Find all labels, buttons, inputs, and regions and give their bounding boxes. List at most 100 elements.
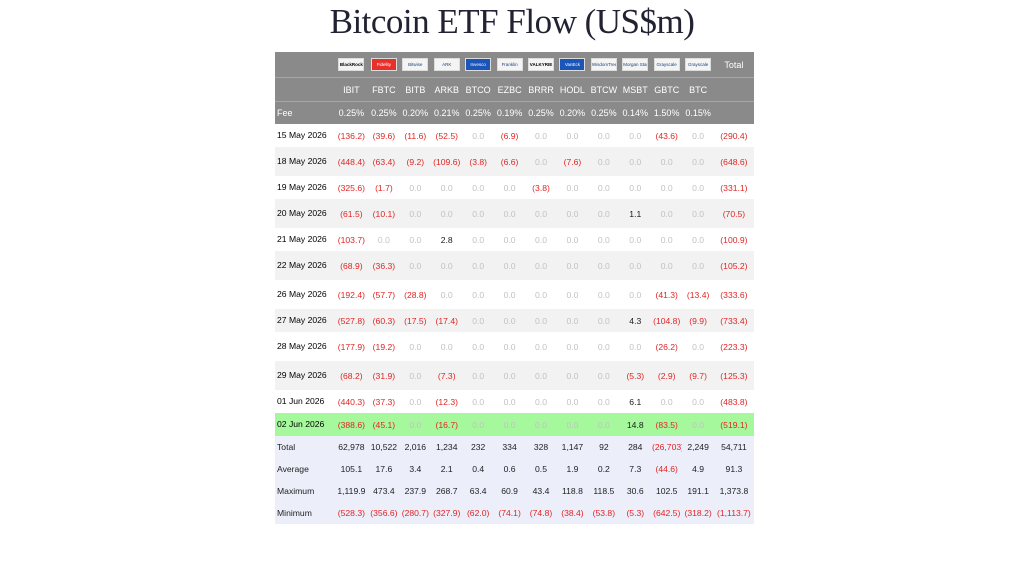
flow-value: 0.0 (525, 199, 557, 228)
row-total: (105.2) (713, 251, 754, 280)
flow-value: 0.0 (588, 413, 620, 436)
summary-row: Maximum 1,119.9 473.4 237.9 268.7 63.4 60.9 43.… (275, 480, 754, 502)
summary-value: 1,147 (556, 436, 589, 458)
flow-value: (136.2) (337, 130, 365, 141)
flow-value: 0.0 (692, 182, 705, 193)
flow-value: 0.0 (682, 251, 714, 280)
flow-value: 0.0 (629, 341, 642, 352)
flow-value: (103.7) (337, 234, 365, 245)
summary-value: (38.4) (556, 502, 589, 524)
flow-value: 0.0 (588, 251, 620, 280)
fee-value: 0.14% (619, 101, 651, 124)
flow-value: 0.0 (597, 182, 610, 193)
flow-value: (527.8) (334, 309, 369, 332)
issuer-logo: Franklin (496, 58, 523, 71)
ticker-header: BTCO (462, 77, 494, 102)
flow-value: 0.0 (588, 361, 620, 390)
flow-value: 0.0 (566, 182, 579, 193)
flow-value: (1.7) (375, 182, 393, 193)
summary-value: (5.3) (619, 502, 651, 524)
flow-value: 0.0 (525, 361, 557, 390)
issuer-logo: VanEck (559, 58, 586, 71)
row-date: 28 May 2026 (277, 341, 327, 351)
fee-label: Fee (275, 101, 335, 124)
summary-value: 2,249 (682, 436, 714, 458)
table-row: 18 May 2026 (448.4) (63.4) (9.2) (109.6) (3.8… (275, 147, 754, 176)
flow-value: 0.0 (440, 341, 453, 352)
summary-value: 232 (462, 436, 494, 458)
row-total: (100.9) (720, 234, 748, 245)
flow-value: 0.0 (556, 413, 589, 436)
fee-value: 0.20% (556, 101, 589, 124)
summary-value: 0.6 (493, 458, 526, 480)
flow-value: (11.6) (404, 130, 427, 141)
flow-value: (28.8) (404, 289, 427, 300)
summary-value: 30.6 (619, 480, 651, 502)
flow-value: (104.8) (650, 309, 683, 332)
flow-value: (36.3) (368, 251, 400, 280)
flow-value: 0.0 (566, 396, 579, 407)
row-date: 01 Jun 2026 (277, 396, 325, 406)
flow-value: (9.7) (682, 361, 714, 390)
summary-total: 1,373.8 (713, 480, 754, 502)
summary-value: 3.4 (399, 458, 432, 480)
flow-value: (68.9) (334, 251, 369, 280)
flow-value: 0.0 (535, 341, 547, 352)
summary-value: 10,522 (368, 436, 400, 458)
ticker-header: BTC (682, 77, 714, 102)
flow-value: 0.0 (472, 182, 485, 193)
flow-value: 0.0 (399, 361, 432, 390)
summary-value: 43.4 (525, 480, 557, 502)
summary-value: 237.9 (399, 480, 432, 502)
flow-value: (26.2) (655, 341, 678, 352)
summary-value: 62,978 (334, 436, 369, 458)
summary-value: 7.3 (619, 458, 651, 480)
row-total: (125.3) (713, 361, 754, 390)
flow-value: 0.0 (556, 199, 589, 228)
flow-value: 0.0 (588, 309, 620, 332)
row-date: 26 May 2026 (277, 289, 327, 299)
summary-total: 91.3 (713, 458, 754, 480)
issuer-logo-cell: Fidelity (368, 52, 400, 78)
issuer-logo: Bitwise (402, 58, 429, 71)
issuer-logo: VALKYRIE (528, 58, 554, 71)
summary-value: 473.4 (368, 480, 400, 502)
summary-value: 2,016 (399, 436, 432, 458)
table-row: 19 May 2026 (325.6) (1.7) 0.0 0.0 0.0 0.0 (3.8)… (275, 176, 754, 199)
summary-value: (528.3) (334, 502, 369, 524)
issuer-logo-cell: Grayscale (682, 52, 714, 78)
table-row: 22 May 2026 (68.9) (36.3) 0.0 0.0 0.0 0.0 0.0 0.… (275, 251, 754, 280)
flow-value: (41.3) (655, 289, 678, 300)
flow-value: (52.5) (435, 130, 458, 141)
flow-value: (13.4) (686, 289, 710, 300)
ticker-header: IBIT (334, 77, 369, 102)
summary-value: (280.7) (399, 502, 432, 524)
flow-value: 0.0 (566, 341, 579, 352)
flow-value: 0.0 (566, 289, 579, 300)
flow-value: 0.0 (692, 130, 705, 141)
summary-value: 118.8 (556, 480, 589, 502)
flow-value: 0.0 (409, 182, 422, 193)
fee-value: 0.19% (493, 101, 526, 124)
flow-value: 0.0 (629, 182, 642, 193)
summary-value: 284 (619, 436, 651, 458)
flow-value: (31.9) (368, 361, 400, 390)
issuer-logo-cell: ARK (431, 52, 463, 78)
row-total: (223.3) (720, 341, 748, 352)
header-blank-cell (713, 101, 754, 124)
flow-value: 0.0 (377, 234, 390, 245)
issuer-logo-cell: Grayscale (650, 52, 683, 78)
flow-value: 0.0 (472, 341, 485, 352)
etf-flow-table: BlackRock Fidelity Bitwise ARK Invesco Frankl… (275, 52, 754, 524)
flow-value: 0.0 (440, 289, 453, 300)
flow-value: 0.0 (409, 341, 422, 352)
flow-value: 0.0 (462, 251, 494, 280)
flow-value: 0.0 (399, 413, 432, 436)
summary-value: (62.0) (462, 502, 494, 524)
summary-value: 1,234 (431, 436, 463, 458)
flow-value: 0.0 (535, 289, 547, 300)
flow-value: 0.0 (588, 199, 620, 228)
flow-value: 0.0 (566, 130, 579, 141)
summary-value: 118.5 (588, 480, 620, 502)
flow-value: 0.0 (525, 413, 557, 436)
